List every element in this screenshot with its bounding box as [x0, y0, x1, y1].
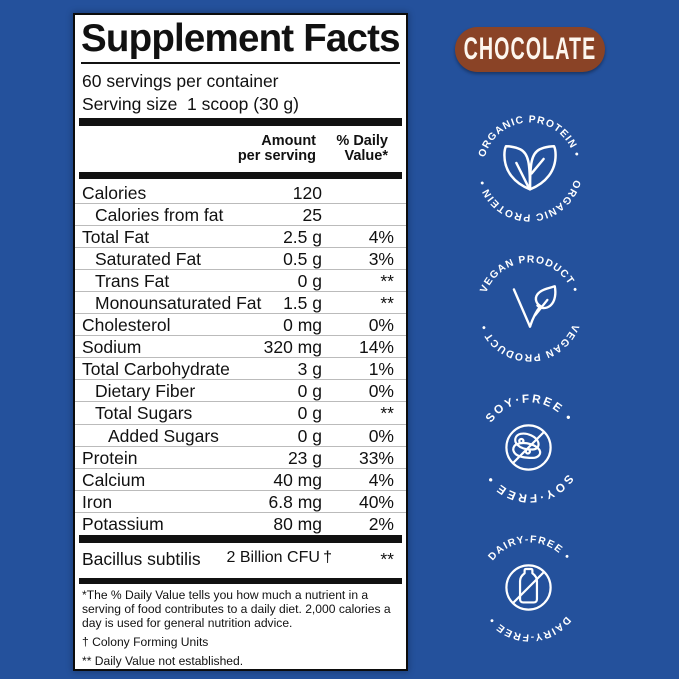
svg-text:ORGANIC PROTEIN •: ORGANIC PROTEIN • [477, 114, 582, 158]
svg-text:SOY‧FREE •: SOY‧FREE • [482, 472, 576, 506]
svg-text:VEGAN PRODUCT •: VEGAN PRODUCT • [479, 254, 581, 294]
svg-text:SOY‧FREE •: SOY‧FREE • [482, 391, 576, 425]
svg-text:VEGAN PRODUCT •: VEGAN PRODUCT • [479, 322, 581, 362]
svg-text:DAIRY-FREE •: DAIRY-FREE • [487, 534, 573, 562]
svg-text:DAIRY-FREE •: DAIRY-FREE • [486, 614, 572, 642]
